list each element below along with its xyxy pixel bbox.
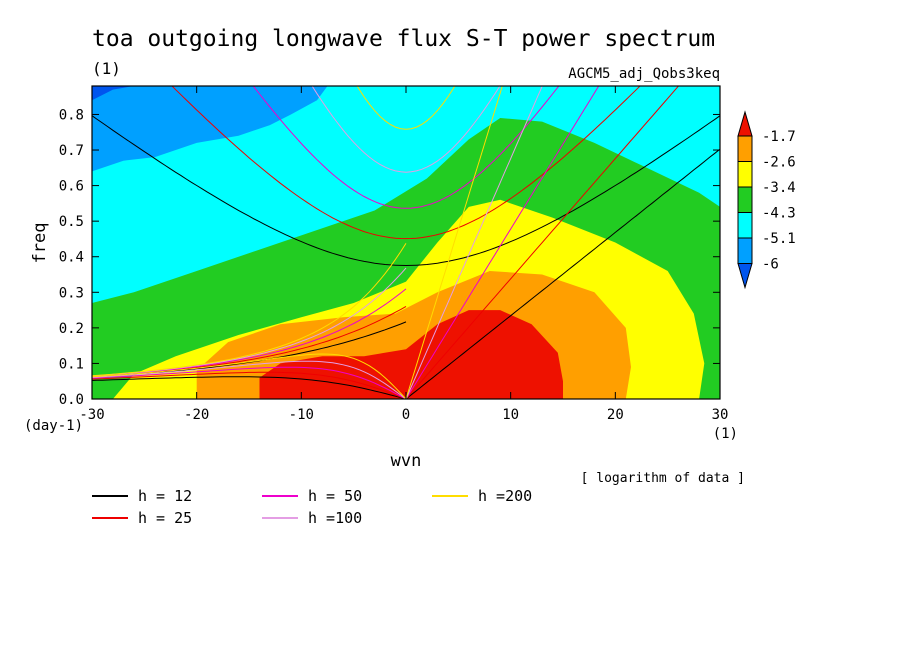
- x-tick-label: 0: [402, 407, 410, 423]
- legend-label: h =100: [308, 509, 362, 527]
- colorbar-label: -3.4: [762, 180, 796, 196]
- chart-title: toa outgoing longwave flux S-T power spe…: [92, 26, 715, 52]
- colorbar-segment: [737, 186, 753, 213]
- colorbar-cap: [737, 110, 753, 137]
- dispersion-curve: [92, 353, 407, 399]
- y-unit-label: (day-1): [24, 418, 83, 434]
- colorbar-cap: [737, 263, 753, 290]
- colorbar-segment: [737, 237, 753, 264]
- title-units: (1): [92, 59, 121, 78]
- dispersion-curve: [405, 86, 503, 399]
- dispersion-curve: [92, 360, 407, 399]
- dispersion-curve: [405, 148, 720, 399]
- contour-region: [259, 310, 563, 399]
- colorbar-segment: [737, 135, 753, 162]
- x-tick-label: -10: [289, 407, 314, 423]
- x-tick-label: 30: [712, 407, 729, 423]
- x-tick-label: 20: [607, 407, 624, 423]
- dispersion-curve: [171, 86, 641, 240]
- model-name: AGCM5_adj_Qobs3keq: [568, 66, 720, 82]
- legend: h = 12 h = 25 h = 50 h =100 h =200: [92, 487, 532, 527]
- colorbar-label: -2.6: [762, 155, 796, 171]
- y-tick-label: 0.1: [59, 356, 84, 372]
- dispersion-curve: [405, 86, 600, 399]
- dispersion-curve: [92, 376, 407, 399]
- contour-region: [92, 86, 134, 101]
- legend-label: h = 50: [308, 487, 362, 505]
- dispersion-curve: [92, 243, 407, 377]
- x-tick-label: -20: [184, 407, 209, 423]
- dispersion-curve: [92, 366, 407, 399]
- dispersion-curve: [92, 371, 407, 399]
- y-tick-label: 0.6: [59, 179, 84, 195]
- y-tick-label: 0.8: [59, 107, 84, 123]
- colorbar-label: -4.3: [762, 206, 796, 222]
- x-tick-label: 10: [502, 407, 519, 423]
- y-axis-label: freq: [30, 223, 50, 264]
- contour-region: [92, 86, 328, 172]
- dispersion-curve: [356, 86, 456, 130]
- y-tick-label: 0.7: [59, 143, 84, 159]
- dispersion-curve: [405, 86, 543, 399]
- dispersion-curve: [311, 86, 501, 173]
- x-tick-label: -30: [79, 407, 104, 423]
- plot-area: -30 -20 -10 0 10 20 30 0.0 0.1 0.2 0.3 0.4 0.5 0.6 0.7…: [59, 85, 729, 423]
- x-unit-label: (1): [713, 426, 738, 442]
- dispersion-curve: [252, 86, 560, 209]
- y-tick-label: 0.3: [59, 285, 84, 301]
- log-note: [ logarithm of data ]: [581, 471, 745, 486]
- x-axis-label: wvn: [391, 451, 422, 471]
- colorbar-segment: [737, 212, 753, 239]
- y-tick-label: 0.5: [59, 214, 84, 230]
- colorbar-label: -5.1: [762, 231, 796, 247]
- legend-label: h = 12: [138, 487, 192, 505]
- legend-label: h = 25: [138, 509, 192, 527]
- dispersion-curve: [405, 86, 680, 399]
- y-tick-label: 0.0: [59, 392, 84, 408]
- colorbar-segment: [737, 161, 753, 188]
- legend-label: h =200: [478, 487, 532, 505]
- y-tick-label: 0.4: [59, 250, 84, 266]
- y-tick-label: 0.2: [59, 321, 84, 337]
- colorbar: -1.7 -2.6 -3.4 -4.3 -5.1 -6: [737, 110, 796, 290]
- colorbar-label: -6: [762, 257, 779, 273]
- colorbar-label: -1.7: [762, 129, 796, 145]
- dispersion-curve: [92, 115, 720, 267]
